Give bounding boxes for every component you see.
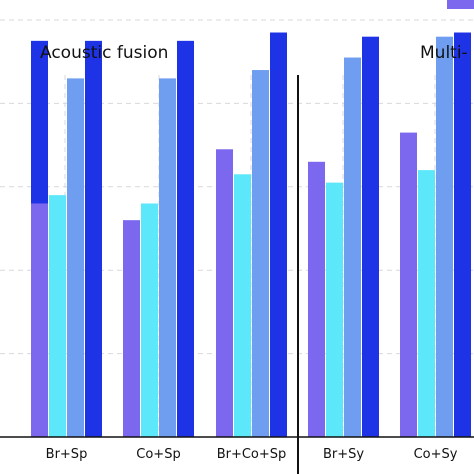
bar [234, 174, 251, 438]
x-tick-label: Br+Sp [46, 447, 88, 462]
x-tick-label: Co+Sp [136, 447, 180, 462]
bar [362, 36, 379, 438]
bar [270, 32, 287, 437]
x-tick-label: Co+Sy [414, 447, 458, 462]
bar [67, 78, 84, 437]
x-tick-label: Br+Co+Sp [217, 447, 287, 462]
x-tick-label: Br+Sy [323, 447, 364, 462]
axes-frame [0, 75, 474, 474]
bar [159, 78, 176, 437]
legend [447, 0, 474, 9]
bar [177, 40, 194, 437]
bar [123, 220, 140, 437]
bar [141, 203, 158, 437]
bar [344, 57, 361, 437]
tick-labels: Br+Sp Co+Sp Br+Co+Sp Br+Sy Co+Sy [46, 447, 458, 462]
bar [400, 132, 417, 437]
bar [85, 40, 102, 437]
panel-title-acoustic: Acoustic fusion [40, 43, 168, 63]
bar [326, 182, 343, 437]
bar [308, 161, 325, 437]
bar [454, 32, 471, 437]
panel-titles: Acoustic fusion Multi- [40, 43, 468, 63]
panel-title-multi: Multi- [420, 43, 468, 63]
bars [31, 32, 471, 438]
bar [418, 170, 435, 437]
bar [252, 70, 269, 437]
bar [436, 36, 453, 438]
legend-swatch [447, 0, 474, 9]
bar [216, 149, 233, 437]
bar [49, 195, 66, 437]
bar [31, 203, 48, 437]
